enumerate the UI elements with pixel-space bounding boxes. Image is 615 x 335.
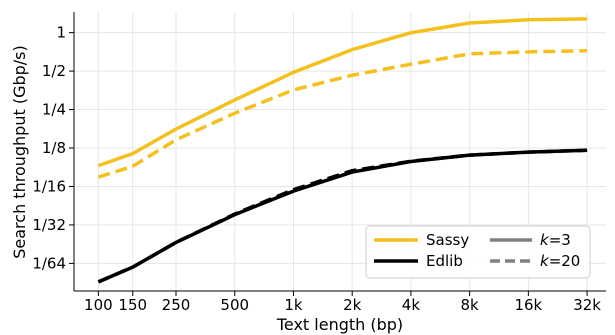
x-tick-label: 8k (461, 296, 480, 314)
y-tick-label: 1/32 (32, 216, 66, 234)
series-line-sassy-k20 (97, 48, 588, 179)
y-tick-label: 1/4 (42, 101, 66, 119)
grid (74, 12, 606, 291)
series-lines (97, 17, 588, 284)
series-line-sassy-k3 (97, 17, 588, 168)
y-ticks: 1 1/2 1/4 1/8 1/16 1/32 1/64 (32, 24, 74, 272)
y-axis-label: Search throughput (Gbp/s) (10, 45, 29, 259)
legend-k-symbol: k (540, 252, 550, 270)
legend-label-sassy: Sassy (426, 231, 469, 249)
legend-k-value: =20 (549, 252, 581, 270)
x-tick-label: 16k (514, 296, 542, 314)
y-tick-label: 1/2 (42, 62, 66, 80)
legend-label-k3: k=3 (540, 231, 571, 249)
x-tick-label: 32k (573, 296, 601, 314)
legend-k-value: =3 (549, 231, 571, 249)
x-tick-label: 2k (343, 296, 362, 314)
y-tick-label: 1/8 (42, 139, 66, 157)
legend-k-symbol: k (540, 231, 550, 249)
y-tick-label: 1/64 (32, 254, 66, 272)
x-tick-label: 500 (220, 296, 249, 314)
legend-label-edlib: Edlib (426, 252, 463, 270)
x-ticks: 100 150 250 500 1k 2k 4k 8k 16k 32k (84, 291, 601, 314)
series-line-edlib-k20 (97, 148, 588, 284)
axes (73, 12, 606, 292)
y-tick-label: 1/16 (32, 177, 66, 195)
legend-box (365, 225, 591, 279)
y-tick-label: 1 (56, 24, 66, 42)
x-tick-label: 100 (84, 296, 113, 314)
x-tick-label: 4k (402, 296, 421, 314)
x-tick-label: 1k (284, 296, 303, 314)
legend-label-k20: k=20 (540, 252, 580, 270)
x-axis-label: Text length (bp) (276, 315, 403, 334)
x-tick-label: 250 (162, 296, 191, 314)
x-tick-label: 150 (118, 296, 147, 314)
